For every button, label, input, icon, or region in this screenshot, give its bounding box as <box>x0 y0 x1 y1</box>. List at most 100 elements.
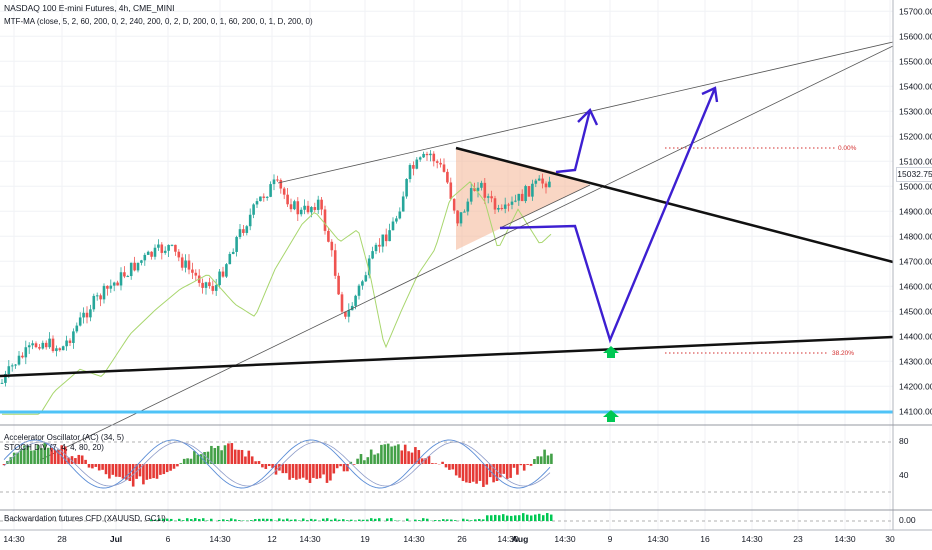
candle <box>82 312 85 318</box>
oscillator-bar <box>237 449 240 464</box>
oscillator-bar <box>393 445 397 464</box>
oscillator-bar <box>366 457 370 464</box>
x-tick-label: Jul <box>110 534 122 544</box>
x-tick-label: 26 <box>457 534 467 544</box>
backwardation-pane[interactable] <box>0 513 893 522</box>
candle <box>439 162 442 165</box>
candle <box>452 198 456 211</box>
fib-label-top: 0.00% <box>838 145 857 152</box>
candle <box>160 244 164 253</box>
x-tick-label: 16 <box>700 534 710 544</box>
backwardation-bar <box>290 519 293 521</box>
oscillator-bar <box>522 464 526 471</box>
backwardation-bar <box>154 519 157 521</box>
backwardation-bar <box>350 519 353 521</box>
backwardation-bar <box>270 518 273 521</box>
oscillator-bar <box>80 455 84 464</box>
backwardation-bar <box>310 518 313 521</box>
backwardation-bar <box>278 518 281 521</box>
oscillator-bar <box>356 458 359 464</box>
candle <box>4 373 7 383</box>
oscillator-bar <box>519 464 523 466</box>
oscillator-bar <box>33 450 36 464</box>
y-tick-label: 15400.00 <box>899 81 932 91</box>
oscillator-bar <box>267 464 271 467</box>
candle <box>184 260 187 268</box>
oscillator-bar <box>169 464 172 471</box>
candle <box>490 196 493 199</box>
candle <box>391 221 395 231</box>
oscillator-bar <box>182 458 186 464</box>
candle <box>323 209 327 231</box>
oscillator-bar <box>318 464 322 479</box>
backwardation-bar <box>394 520 397 521</box>
oscillator-bar <box>53 449 57 464</box>
backwardation-bar <box>234 519 237 521</box>
oscillator-bar <box>223 445 227 464</box>
x-tick-label: 19 <box>360 534 370 544</box>
backwardation-bar <box>522 513 525 521</box>
candle <box>476 187 480 191</box>
y-tick-label: 15000.00 <box>899 181 932 191</box>
oscillator-bar <box>179 463 183 464</box>
oscillator-bar <box>50 447 53 464</box>
oscillator-bar <box>162 464 166 475</box>
oscillator-bar <box>308 464 312 483</box>
osc-tick-label: 40 <box>899 470 909 480</box>
x-tick-label: 14:30 <box>299 534 321 544</box>
oscillator-bar <box>203 452 206 464</box>
oscillator-bar <box>533 458 536 464</box>
oscillator-legend-ac: Accelerator Oscillator (AC) (34, 5) <box>4 433 125 442</box>
oscillator-bar <box>220 450 223 464</box>
candle <box>85 312 89 318</box>
oscillator-bar <box>383 444 387 464</box>
oscillator-bar <box>495 464 499 482</box>
backwardation-bar <box>498 515 501 521</box>
oscillator-bar <box>165 464 169 473</box>
candle <box>456 210 459 224</box>
candle <box>371 251 374 259</box>
candle <box>51 338 55 352</box>
oscillator-bar <box>114 464 118 477</box>
backwardation-bar <box>190 519 193 521</box>
oscillator-bar <box>407 451 410 464</box>
candle <box>520 193 524 202</box>
candle <box>248 214 252 227</box>
candle <box>310 207 313 213</box>
oscillator-bar <box>240 449 244 464</box>
backwardation-bar <box>386 518 389 521</box>
oscillator-bar <box>475 464 478 484</box>
x-tick-label: 9 <box>608 534 613 544</box>
backwardation-bar <box>534 514 537 521</box>
candle <box>89 309 92 318</box>
oscillator-bar <box>87 464 91 468</box>
oscillator-bar <box>397 444 400 464</box>
oscillator-bar <box>16 452 19 464</box>
backwardation-bar <box>530 515 533 521</box>
candle <box>129 262 133 277</box>
backwardation-bar <box>210 518 213 521</box>
backwardation-bar <box>150 519 153 521</box>
oscillator-bar <box>244 456 247 464</box>
candle <box>340 294 344 312</box>
candle <box>500 207 504 209</box>
oscillator-bar <box>250 456 254 464</box>
backwardation-bar <box>266 518 269 521</box>
backwardation-bar <box>474 519 477 521</box>
candle <box>235 237 238 252</box>
oscillator-bar <box>131 464 135 487</box>
oscillator-bar <box>312 464 315 478</box>
oscillator-bar <box>325 464 329 483</box>
oscillator-bar <box>454 464 458 476</box>
oscillator-bar <box>213 448 217 464</box>
candle <box>44 342 48 348</box>
backwardation-bar <box>358 519 361 521</box>
oscillator-bar <box>403 444 407 464</box>
candle <box>286 194 289 205</box>
x-tick-label: 30 <box>885 534 895 544</box>
oscillator-pane[interactable] <box>0 439 893 493</box>
backwardation-bar <box>514 515 517 521</box>
oscillator-bar <box>172 464 176 469</box>
chart-title: NASDAQ 100 E-mini Futures, 4h, CME_MINI <box>4 3 175 13</box>
price-pane[interactable]: 0.00% 38.20% <box>0 41 894 461</box>
